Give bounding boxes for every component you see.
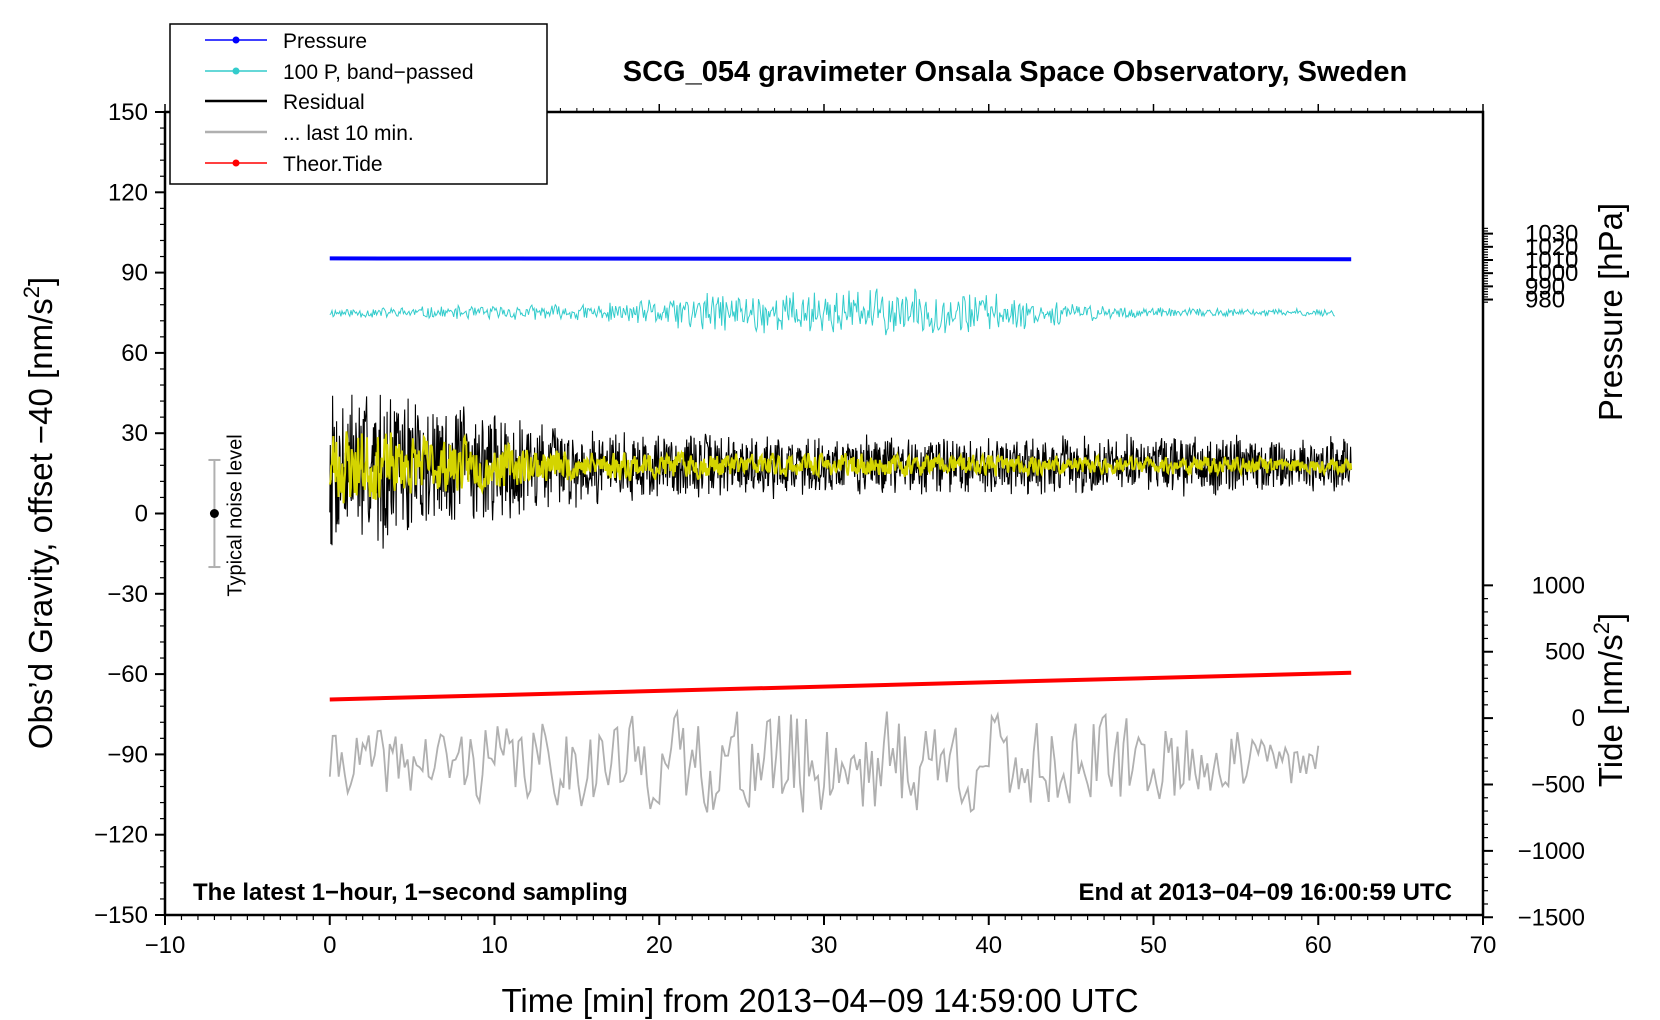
legend-label-theor-tide: Theor.Tide — [283, 153, 383, 176]
y-tick-label--90: −90 — [107, 741, 148, 768]
left-axis-label: Obs’d Gravity, offset −40 [nm/s2] — [19, 277, 59, 749]
x-tick-label-10: 10 — [481, 932, 508, 959]
left-axis-label-close: ] — [22, 277, 59, 286]
x-tick-label-30: 30 — [811, 932, 838, 959]
noise-bar-dot — [209, 509, 219, 518]
tide-tick-label-1000: 1000 — [1532, 572, 1585, 599]
legend-entry-band-passed: 100 P, band−passed — [205, 61, 474, 84]
y-tick-label-120: 120 — [108, 179, 148, 206]
left-axis-label-sup: 2 — [19, 286, 44, 298]
series-band-passed-line — [329, 288, 1336, 336]
end-time-annotation: End at 2013−04−09 16:00:59 UTC — [1078, 879, 1452, 906]
tide-axis-label-main: Tide [nm/s — [1592, 634, 1629, 787]
noise-level-label: Typical noise level — [224, 434, 246, 596]
legend-marker-band-passed — [232, 67, 240, 75]
x-tick-label-50: 50 — [1140, 932, 1167, 959]
series-last-10-min-line — [328, 708, 1320, 814]
legend-label-residual: Residual — [283, 91, 365, 114]
x-tick-label-20: 20 — [646, 932, 673, 959]
x-tick-label-40: 40 — [975, 932, 1002, 959]
tide-tick-label-500: 500 — [1545, 639, 1585, 666]
y-tick-label-90: 90 — [121, 260, 148, 287]
tide-tick-label-0: 0 — [1572, 705, 1585, 732]
tide-axis-label-sup: 2 — [1589, 622, 1614, 634]
chart-title: SCG_054 gravimeter Onsala Space Observat… — [623, 56, 1407, 88]
y-tick-label--150: −150 — [94, 902, 148, 929]
legend-marker-pressure — [232, 36, 240, 44]
sampling-annotation: The latest 1−hour, 1−second sampling — [193, 879, 628, 906]
tide-axis-label-close: ] — [1592, 613, 1629, 622]
legend-entry-residual: Residual — [205, 91, 365, 114]
pressure-axis-label: Pressure [hPa] — [1592, 203, 1629, 421]
legend-entry-theor-tide: Theor.Tide — [205, 153, 383, 176]
x-tick-label-60: 60 — [1305, 932, 1332, 959]
series-residual-smoothed-line — [328, 431, 1353, 504]
series-layer — [328, 256, 1353, 814]
legend-box — [169, 23, 548, 185]
left-axis-label-main: Obs’d Gravity, offset −40 [nm/s — [22, 298, 59, 749]
pressure-tick-label-1000: 1000 — [1525, 260, 1578, 287]
y-tick-label--120: −120 — [94, 822, 148, 849]
pressure-tick-label-1030: 1030 — [1525, 221, 1578, 248]
legend-entry-pressure: Pressure — [205, 30, 367, 53]
legend-label-pressure: Pressure — [283, 30, 367, 53]
y-tick-label--30: −30 — [107, 581, 148, 608]
pressure-tick-label-1020: 1020 — [1525, 234, 1578, 261]
tide-tick-label--1500: −1500 — [1518, 904, 1585, 931]
tide-axis-label: Tide [nm/s2] — [1589, 613, 1629, 787]
y-tick-label-60: 60 — [121, 340, 148, 367]
x-axis-label: Time [min] from 2013−04−09 14:59:00 UTC — [501, 982, 1138, 1019]
series-residual-line — [329, 394, 1352, 549]
series-pressure-line — [329, 256, 1352, 262]
noise-bar — [208, 458, 221, 569]
legend-label-band-passed: 100 P, band−passed — [283, 61, 474, 84]
legend-marker-theor-tide — [232, 159, 240, 167]
pressure-tick-label-990: 990 — [1525, 273, 1565, 300]
ticks-layer: −10 0 10 20 30 40 50 60 70−150−120−90−60−3003060… — [94, 99, 1585, 959]
legend-label-last-10-min: ... last 10 min. — [283, 122, 414, 145]
x-tick-label--10: −10 — [145, 932, 186, 959]
y-tick-label-30: 30 — [121, 420, 148, 447]
y-tick-label--60: −60 — [107, 661, 148, 688]
y-tick-label-0: 0 — [135, 501, 148, 528]
y-tick-label-150: 150 — [108, 99, 148, 126]
tide-tick-label--500: −500 — [1531, 771, 1585, 798]
pressure-tick-label-1010: 1010 — [1525, 247, 1578, 274]
legend-entry-last-10-min: ... last 10 min. — [205, 122, 414, 145]
series-theor-tide-line — [329, 670, 1352, 702]
pressure-tick-label-980: 980 — [1525, 287, 1565, 314]
tide-tick-label--1000: −1000 — [1518, 838, 1585, 865]
x-tick-label-70: 70 — [1470, 932, 1497, 959]
x-tick-label-0: 0 — [323, 932, 336, 959]
legend: Pressure 100 P, band−passed Residual ...… — [169, 23, 548, 185]
